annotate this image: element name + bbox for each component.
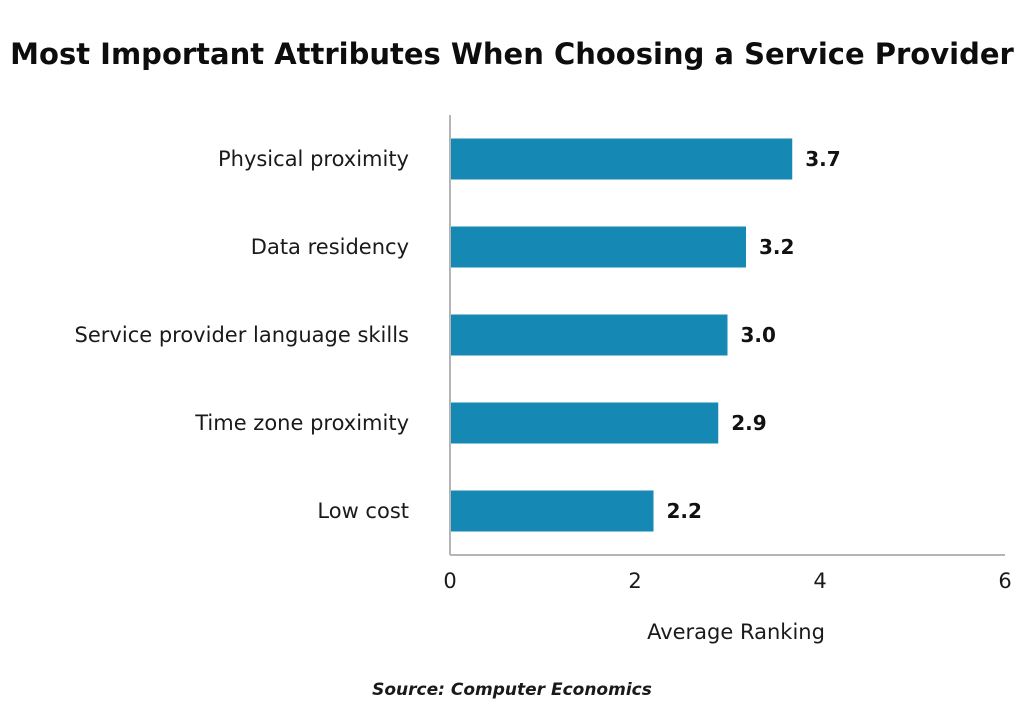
bars-group: Physical proximity 3.7 Data residency 3.2 Se… [75, 138, 841, 532]
x-tick-label-2: 2 [628, 569, 641, 593]
x-tick-label-0: 0 [443, 569, 456, 593]
chart-title: Most Important Attributes When Choosing … [10, 37, 1014, 71]
value-label-physical-proximity: 3.7 [805, 147, 840, 171]
value-label-low-cost: 2.2 [667, 499, 702, 523]
axes-group: 0 2 4 6 [443, 115, 1012, 593]
value-label-time-zone-proximity: 2.9 [731, 411, 766, 435]
bar-data-residency [450, 226, 746, 268]
category-label-service-provider-language-skills: Service provider language skills [75, 323, 409, 347]
x-tick-label-4: 4 [813, 569, 826, 593]
category-label-physical-proximity: Physical proximity [218, 147, 409, 171]
category-label-low-cost: Low cost [317, 499, 409, 523]
bar-physical-proximity [450, 138, 793, 180]
category-label-data-residency: Data residency [251, 235, 409, 259]
bar-service-provider-language-skills [450, 314, 728, 356]
value-label-service-provider-language-skills: 3.0 [741, 323, 776, 347]
value-label-data-residency: 3.2 [759, 235, 794, 259]
x-tick-label-6: 6 [998, 569, 1011, 593]
category-label-time-zone-proximity: Time zone proximity [194, 411, 409, 435]
bar-time-zone-proximity [450, 402, 719, 444]
source-note: Source: Computer Economics [372, 680, 652, 700]
bar-low-cost [450, 490, 654, 532]
x-axis-title: Average Ranking [647, 620, 825, 644]
